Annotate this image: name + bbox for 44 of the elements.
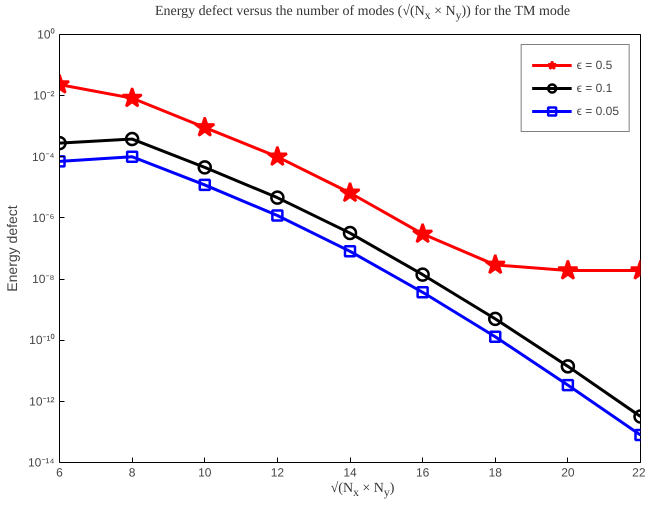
point	[415, 267, 430, 282]
y-tick-label: 10⁻¹²	[29, 394, 55, 408]
y-axis-title: Energy defect	[4, 205, 20, 292]
y-tick-label: 10⁻⁶	[32, 210, 55, 225]
x-tick-label: 22	[632, 466, 646, 480]
x-tick-label: 10	[198, 466, 212, 480]
point	[488, 312, 502, 326]
legend-label: ϵ = 0.05	[576, 104, 619, 118]
y-tick-label: 10⁻⁴	[32, 150, 55, 164]
x-tick-label: 16	[416, 466, 430, 480]
x-tick-label: 12	[270, 466, 284, 480]
point	[560, 359, 576, 374]
point	[121, 86, 143, 108]
point	[198, 160, 212, 175]
point	[270, 190, 285, 205]
point	[266, 146, 288, 166]
y-tick-label: 10⁻⁸	[32, 272, 55, 286]
point	[416, 286, 429, 299]
point	[557, 259, 579, 280]
point	[271, 209, 284, 222]
y-tick-label: 10⁻¹⁰	[29, 333, 54, 348]
point	[489, 330, 502, 343]
point	[342, 226, 358, 240]
x-axis-title: √(N$_{x}$ × N$_{y}$)	[330, 480, 394, 501]
point	[124, 132, 140, 146]
y-tick-label: 10⁰	[37, 28, 55, 42]
point	[339, 182, 361, 202]
point	[484, 254, 506, 274]
chart-title: Energy defect versus the number of modes (√(N$_{x}$ × N$_{y}$)) for the TM mode	[154, 2, 570, 24]
point	[194, 116, 216, 137]
x-tick-label: 18	[488, 466, 502, 480]
legend-label: ϵ = 0.5	[576, 58, 612, 72]
point	[412, 222, 434, 244]
point	[562, 378, 574, 392]
y-tick-label: 10⁻¹⁴	[28, 456, 54, 470]
y-tick-label: 10⁻²	[33, 88, 55, 103]
x-tick-label: 14	[343, 466, 357, 480]
point	[198, 178, 211, 192]
point	[126, 150, 138, 164]
legend-label: ϵ = 0.1	[576, 81, 612, 95]
x-tick-label: 20	[561, 466, 575, 480]
point	[344, 245, 356, 258]
x-tick-label: 6	[56, 466, 64, 480]
x-tick-label: 8	[128, 466, 136, 480]
